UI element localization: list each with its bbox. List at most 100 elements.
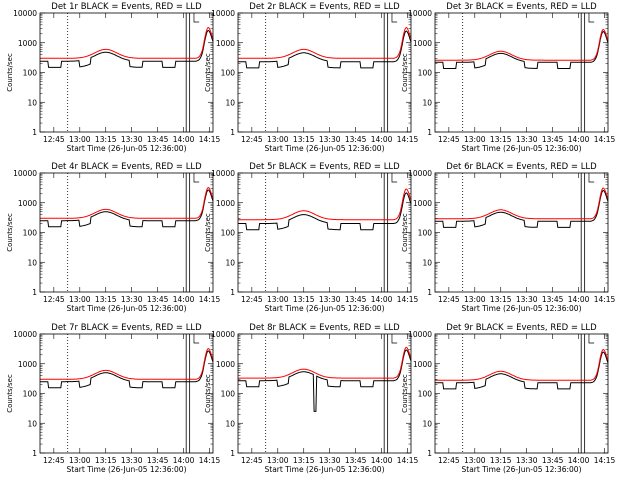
x-tick-label: 14:15: [594, 295, 616, 304]
x-tick-label: 12:45: [241, 135, 263, 144]
plot-frame: [237, 172, 412, 293]
y-tick-label: 1: [230, 128, 235, 137]
y-tick-label: 1: [427, 128, 432, 137]
series-line-events: [238, 30, 412, 69]
y-tick-label: 10: [27, 258, 37, 267]
y-tick-label: 10000: [13, 169, 37, 178]
x-tick-label: 13:15: [293, 295, 315, 304]
detector-panel-5: Det 5r BLACK = Events, RED = LLD 1 10 100 10…: [204, 162, 419, 313]
x-tick-label: 13:00: [464, 135, 486, 144]
plot-frame: [39, 333, 214, 454]
x-tick-label: 13:30: [516, 295, 538, 304]
series-line-lld: [238, 188, 412, 221]
x-tick-label: 13:15: [490, 135, 512, 144]
flag-marker: [391, 13, 398, 23]
y-tick-label: 100: [221, 390, 236, 399]
x-tick-label: 14:00: [173, 135, 195, 144]
y-tick-label: 1: [32, 449, 37, 458]
detector-panel-3: Det 3r BLACK = Events, RED = LLD 1 10 100 10…: [401, 2, 616, 153]
x-tick-label: 13:00: [464, 295, 486, 304]
y-tick-label: 1000: [18, 360, 37, 369]
detector-panel-8: Det 8r BLACK = Events, RED = LLD 1 10 100 10…: [204, 323, 419, 474]
x-tick-label: 12:45: [438, 295, 460, 304]
y-tick-label: 100: [221, 229, 236, 238]
detector-panel-7: Det 7r BLACK = Events, RED = LLD 1 10 100 10…: [6, 323, 221, 474]
x-axis-label: Start Time (26-Jun-05 12:36:00): [462, 465, 582, 474]
x-tick-label: 13:30: [121, 135, 143, 144]
x-tick-label: 13:45: [542, 456, 564, 465]
panel-title: Det 8r BLACK = Events, RED = LLD: [249, 323, 400, 333]
y-tick-label: 1000: [216, 39, 235, 48]
x-tick-label: 14:00: [568, 456, 590, 465]
y-tick-label: 1: [427, 449, 432, 458]
y-tick-label: 10: [225, 258, 235, 267]
y-tick-label: 1000: [413, 360, 432, 369]
x-axis-label: Start Time (26-Jun-05 12:36:00): [67, 144, 187, 153]
y-axis-label: Counts/sec: [204, 53, 212, 92]
x-tick-label: 13:30: [319, 456, 341, 465]
x-tick-label: 12:45: [43, 135, 65, 144]
x-tick-label: 13:45: [345, 456, 367, 465]
x-tick-label: 13:45: [147, 295, 169, 304]
y-tick-label: 10000: [408, 169, 432, 178]
detector-panel-2: Det 2r BLACK = Events, RED = LLD 1 10 100 10…: [204, 2, 419, 153]
x-tick-label: 12:45: [438, 456, 460, 465]
x-axis-label: Start Time (26-Jun-05 12:36:00): [67, 304, 187, 313]
y-axis-label: Counts/sec: [6, 53, 14, 92]
y-tick-label: 10: [422, 419, 432, 428]
y-tick-label: 10000: [408, 9, 432, 18]
series-line-lld: [40, 348, 214, 380]
x-axis-label: Start Time (26-Jun-05 12:36:00): [67, 465, 187, 474]
y-axis-label: Counts/sec: [401, 53, 409, 92]
y-axis-label: Counts/sec: [401, 374, 409, 413]
detector-panel-1: Det 1r BLACK = Events, RED = LLD 1 10 100 10…: [6, 2, 221, 153]
x-tick-label: 13:15: [95, 135, 117, 144]
series-line-events: [435, 31, 609, 70]
x-tick-label: 13:30: [516, 135, 538, 144]
y-tick-label: 1000: [18, 39, 37, 48]
flag-marker: [391, 334, 398, 344]
series-line-lld: [238, 346, 412, 379]
y-tick-label: 1000: [18, 199, 37, 208]
y-axis-label: Counts/sec: [401, 213, 409, 252]
plot-frame: [237, 12, 412, 133]
x-tick-label: 13:45: [345, 295, 367, 304]
x-axis-label: Start Time (26-Jun-05 12:36:00): [462, 304, 582, 313]
x-tick-label: 14:15: [199, 456, 221, 465]
y-tick-label: 100: [418, 69, 433, 78]
x-tick-label: 13:30: [319, 135, 341, 144]
y-tick-label: 1: [32, 288, 37, 297]
y-tick-label: 10000: [13, 330, 37, 339]
plot-frame: [434, 172, 609, 293]
x-tick-label: 12:45: [241, 456, 263, 465]
x-tick-label: 13:45: [147, 135, 169, 144]
y-tick-label: 10: [27, 419, 37, 428]
y-tick-label: 10000: [211, 169, 235, 178]
series-line-lld: [435, 348, 609, 381]
panel-title: Det 7r BLACK = Events, RED = LLD: [51, 323, 202, 333]
x-tick-label: 14:15: [199, 295, 221, 304]
x-tick-label: 13:00: [267, 456, 289, 465]
y-tick-label: 100: [23, 229, 38, 238]
x-tick-label: 14:15: [397, 135, 419, 144]
flag-marker: [588, 173, 595, 183]
series-line-events: [435, 189, 609, 228]
x-tick-label: 14:15: [397, 295, 419, 304]
x-tick-label: 14:15: [199, 135, 221, 144]
y-tick-label: 1: [230, 449, 235, 458]
flag-marker: [588, 334, 595, 344]
x-tick-label: 14:15: [594, 135, 616, 144]
series-line-events: [435, 351, 609, 390]
y-axis-label: Counts/sec: [6, 213, 14, 252]
series-line-lld: [435, 28, 609, 61]
x-tick-label: 12:45: [241, 295, 263, 304]
plot-frame: [237, 333, 412, 454]
y-tick-label: 100: [221, 69, 236, 78]
panel-title: Det 3r BLACK = Events, RED = LLD: [446, 2, 597, 12]
x-axis-label: Start Time (26-Jun-05 12:36:00): [462, 144, 582, 153]
plot-frame: [39, 12, 214, 133]
flag-marker: [193, 334, 200, 344]
series-line-events: [40, 189, 214, 228]
x-tick-label: 13:45: [542, 295, 564, 304]
x-tick-label: 13:00: [464, 456, 486, 465]
